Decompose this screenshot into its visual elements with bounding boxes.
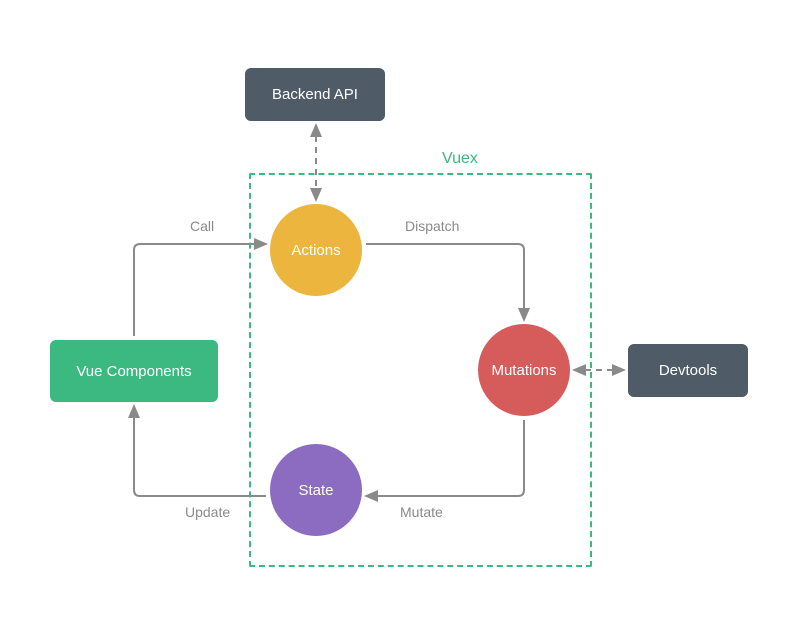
node-actions-label: Actions: [291, 242, 340, 259]
edge-label-mutate: Mutate: [400, 504, 443, 520]
node-devtools-label: Devtools: [659, 362, 717, 379]
node-actions: Actions: [270, 204, 362, 296]
node-backend-api-label: Backend API: [272, 86, 358, 103]
node-mutations-label: Mutations: [491, 362, 556, 379]
node-vue-components: Vue Components: [50, 340, 218, 402]
node-state-label: State: [298, 482, 333, 499]
node-devtools: Devtools: [628, 344, 748, 397]
vuex-container-label: Vuex: [442, 150, 478, 168]
edge-label-update: Update: [185, 504, 230, 520]
edge-update: [134, 406, 266, 496]
node-state: State: [270, 444, 362, 536]
edge-label-call: Call: [190, 218, 214, 234]
node-vue-components-label: Vue Components: [76, 363, 191, 380]
node-backend-api: Backend API: [245, 68, 385, 121]
node-mutations: Mutations: [478, 324, 570, 416]
edge-label-dispatch: Dispatch: [405, 218, 459, 234]
edge-call: [134, 244, 266, 336]
